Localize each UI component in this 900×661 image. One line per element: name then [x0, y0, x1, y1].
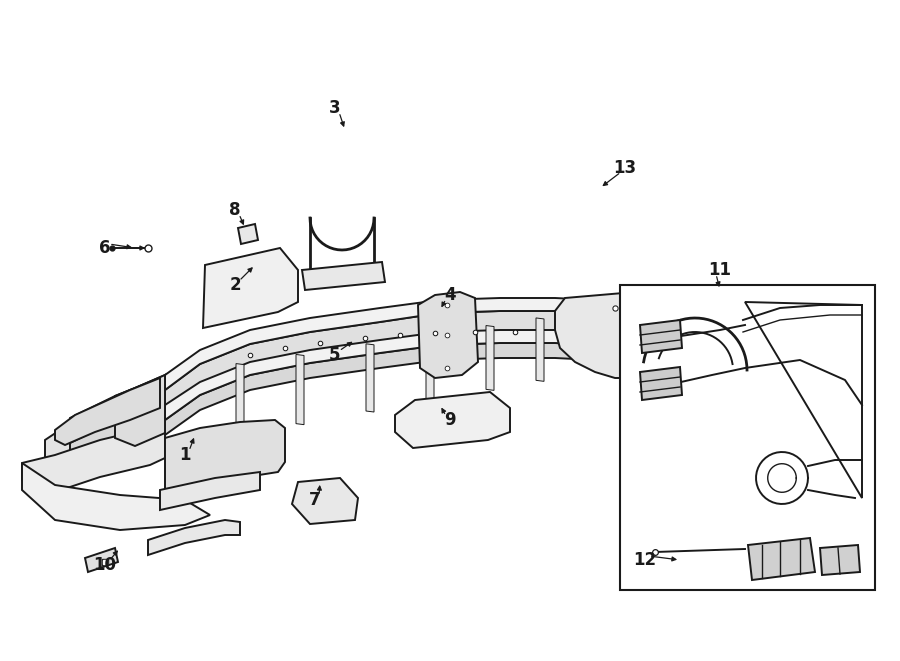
Polygon shape	[155, 330, 625, 433]
Polygon shape	[22, 428, 165, 492]
Polygon shape	[155, 311, 625, 433]
Polygon shape	[236, 364, 244, 436]
Polygon shape	[165, 420, 285, 495]
Polygon shape	[536, 318, 544, 381]
Polygon shape	[555, 292, 695, 378]
Bar	[620, 285, 875, 590]
Polygon shape	[70, 375, 165, 443]
Text: 8: 8	[230, 201, 241, 219]
Polygon shape	[366, 344, 374, 412]
Polygon shape	[418, 292, 478, 378]
Polygon shape	[640, 320, 682, 353]
Text: 7: 7	[310, 491, 320, 509]
Text: 9: 9	[445, 411, 455, 429]
Polygon shape	[160, 472, 260, 510]
Polygon shape	[148, 520, 240, 555]
Polygon shape	[292, 478, 358, 524]
Text: 13: 13	[614, 159, 636, 177]
Polygon shape	[820, 545, 860, 575]
Polygon shape	[748, 538, 815, 580]
Text: 10: 10	[94, 556, 116, 574]
Polygon shape	[640, 367, 682, 400]
Polygon shape	[486, 326, 494, 391]
Polygon shape	[115, 375, 165, 446]
Polygon shape	[426, 334, 434, 401]
Polygon shape	[70, 400, 165, 478]
Polygon shape	[155, 343, 625, 448]
Polygon shape	[395, 392, 510, 448]
Text: 5: 5	[329, 346, 341, 364]
Polygon shape	[203, 248, 298, 328]
Text: 1: 1	[179, 446, 191, 464]
Polygon shape	[238, 224, 258, 244]
Text: 4: 4	[445, 286, 455, 304]
Text: 12: 12	[634, 551, 657, 569]
Polygon shape	[302, 262, 385, 290]
Polygon shape	[22, 463, 210, 530]
Text: 3: 3	[329, 99, 341, 117]
Polygon shape	[296, 354, 304, 424]
Polygon shape	[45, 400, 165, 480]
Polygon shape	[85, 548, 118, 572]
Polygon shape	[55, 378, 160, 445]
Text: 6: 6	[99, 239, 111, 257]
Text: 11: 11	[708, 261, 732, 279]
Polygon shape	[440, 298, 475, 372]
Text: 2: 2	[230, 276, 241, 294]
Polygon shape	[155, 298, 625, 403]
